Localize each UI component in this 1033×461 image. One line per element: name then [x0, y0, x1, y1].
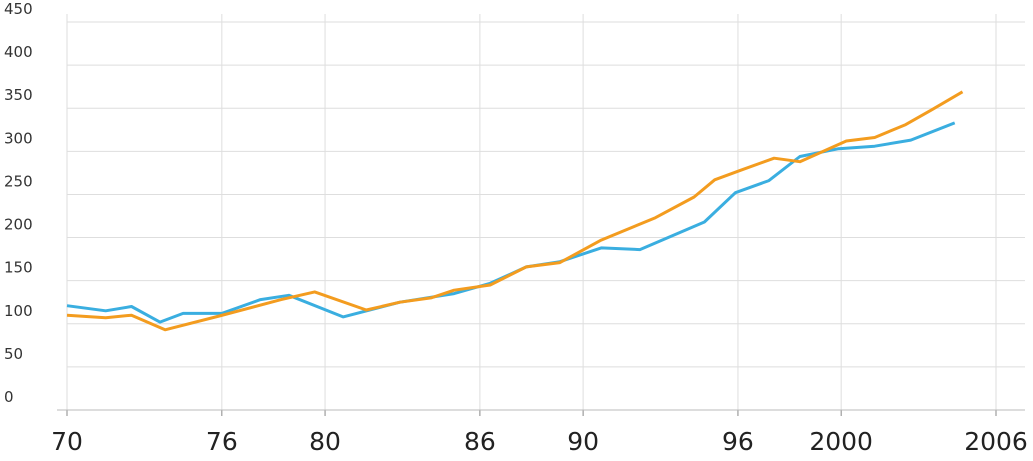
- x-tick-label: 70: [51, 427, 83, 456]
- x-tick-label: 96: [722, 427, 754, 456]
- x-tick-label: 86: [464, 427, 496, 456]
- y-tick-label: 150: [4, 259, 33, 277]
- y-tick-label: 250: [4, 172, 33, 190]
- y-tick-label: 200: [4, 216, 33, 234]
- y-tick-label: 300: [4, 129, 33, 147]
- y-tick-label: 400: [4, 43, 33, 61]
- x-tick-label: 90: [567, 427, 599, 456]
- y-tick-label: 100: [4, 302, 33, 320]
- y-tick-label: 50: [4, 345, 23, 363]
- line-series: [66, 90, 964, 332]
- x-tick-label: 80: [309, 427, 341, 456]
- y-tick-label: 450: [4, 0, 33, 18]
- x-tick-label: 76: [206, 427, 238, 456]
- x-tick-label: 2000: [809, 427, 873, 456]
- y-tick-label: 350: [4, 86, 33, 104]
- x-tick-label: 2006: [964, 427, 1028, 456]
- y-tick-label: 0: [4, 388, 14, 406]
